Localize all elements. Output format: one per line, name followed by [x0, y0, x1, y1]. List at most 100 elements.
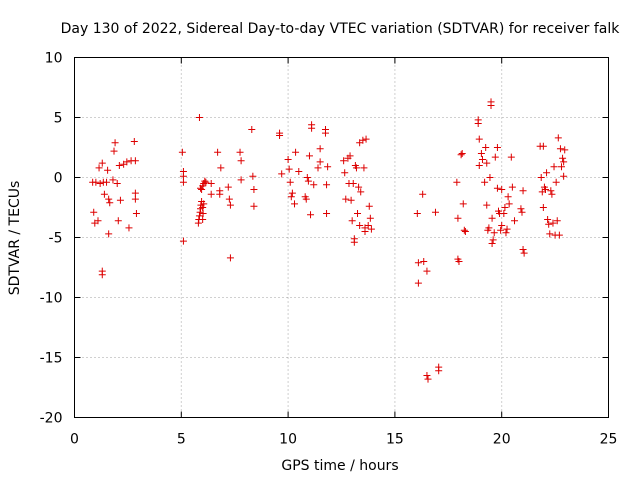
data-point	[198, 186, 206, 193]
data-point	[517, 205, 525, 213]
data-point	[106, 199, 114, 207]
data-point	[501, 204, 509, 211]
data-point	[105, 230, 113, 238]
data-point	[321, 129, 329, 137]
data-point	[216, 187, 224, 195]
data-point	[236, 148, 244, 156]
data-point	[454, 214, 462, 222]
data-point	[489, 236, 497, 244]
data-point	[478, 156, 486, 163]
data-point	[96, 180, 104, 187]
data-point	[488, 214, 496, 222]
data-point	[520, 249, 528, 257]
data-point	[248, 126, 256, 133]
data-point	[109, 176, 117, 184]
data-point	[207, 180, 215, 187]
data-point	[420, 258, 428, 265]
y-tick-label: 0	[54, 171, 63, 187]
data-point	[550, 163, 558, 171]
data-point	[355, 183, 363, 191]
data-point	[354, 210, 362, 217]
data-point	[423, 372, 431, 379]
data-point	[295, 168, 303, 175]
x-tick-label: 15	[386, 432, 404, 448]
data-point	[114, 217, 122, 225]
data-point	[366, 214, 374, 222]
data-point	[502, 229, 510, 237]
data-point	[92, 178, 100, 186]
data-point	[199, 210, 207, 217]
data-point	[195, 114, 203, 121]
x-tick-label: 10	[279, 432, 297, 448]
data-point	[413, 210, 421, 217]
data-point	[541, 186, 549, 193]
data-point	[207, 190, 215, 198]
data-point	[359, 136, 367, 144]
data-point	[483, 159, 491, 167]
data-point	[131, 195, 139, 203]
data-point	[200, 200, 208, 208]
data-point	[323, 181, 331, 189]
data-point	[414, 279, 422, 287]
data-point	[491, 153, 499, 161]
data-point	[493, 144, 501, 151]
data-point	[477, 150, 485, 157]
y-tick-label: -15	[40, 351, 63, 367]
data-point	[304, 177, 312, 185]
data-point	[419, 190, 427, 198]
data-point	[487, 102, 495, 109]
data-point	[362, 135, 370, 143]
chart-title: Day 130 of 2022, Sidereal Day-to-day VTE…	[61, 21, 621, 37]
data-point	[225, 195, 233, 203]
data-point	[555, 231, 563, 239]
data-points	[89, 98, 569, 383]
data-point	[284, 156, 292, 163]
data-point	[475, 162, 483, 169]
data-point	[364, 222, 372, 229]
data-point	[498, 222, 506, 229]
y-axis-title: SDTVAR / TECUs	[7, 181, 23, 296]
data-point	[349, 180, 357, 187]
data-point	[226, 254, 234, 262]
data-point	[131, 189, 139, 197]
data-point	[292, 148, 300, 156]
data-point	[347, 196, 355, 204]
data-point	[361, 228, 369, 235]
data-point	[423, 267, 431, 275]
data-point	[357, 188, 365, 196]
data-point	[98, 159, 106, 167]
data-point	[217, 164, 225, 172]
data-point	[308, 124, 316, 132]
data-point	[488, 240, 496, 247]
data-point	[548, 190, 556, 198]
data-point	[519, 187, 527, 195]
data-point	[537, 174, 545, 181]
data-point	[485, 224, 493, 232]
grid-lines	[74, 57, 609, 418]
data-point	[224, 183, 232, 191]
data-point	[507, 153, 515, 161]
data-point	[453, 178, 461, 186]
data-point	[250, 186, 258, 193]
data-point	[113, 180, 121, 187]
data-point	[178, 148, 186, 156]
data-point	[249, 172, 257, 180]
data-point	[105, 195, 113, 203]
data-point	[324, 163, 332, 171]
data-point	[505, 200, 513, 208]
data-point	[559, 154, 567, 162]
data-point	[276, 132, 284, 139]
y-tick-label: -5	[49, 231, 63, 247]
data-point	[111, 139, 119, 147]
data-point	[461, 228, 469, 235]
data-point	[459, 200, 467, 208]
data-point	[360, 164, 368, 172]
data-point	[545, 220, 553, 228]
data-point	[201, 177, 209, 185]
data-point	[310, 181, 318, 189]
data-point	[237, 176, 245, 184]
data-point	[558, 163, 566, 171]
y-tick-label: 5	[54, 111, 63, 127]
data-point	[508, 183, 516, 191]
data-point	[98, 271, 106, 279]
